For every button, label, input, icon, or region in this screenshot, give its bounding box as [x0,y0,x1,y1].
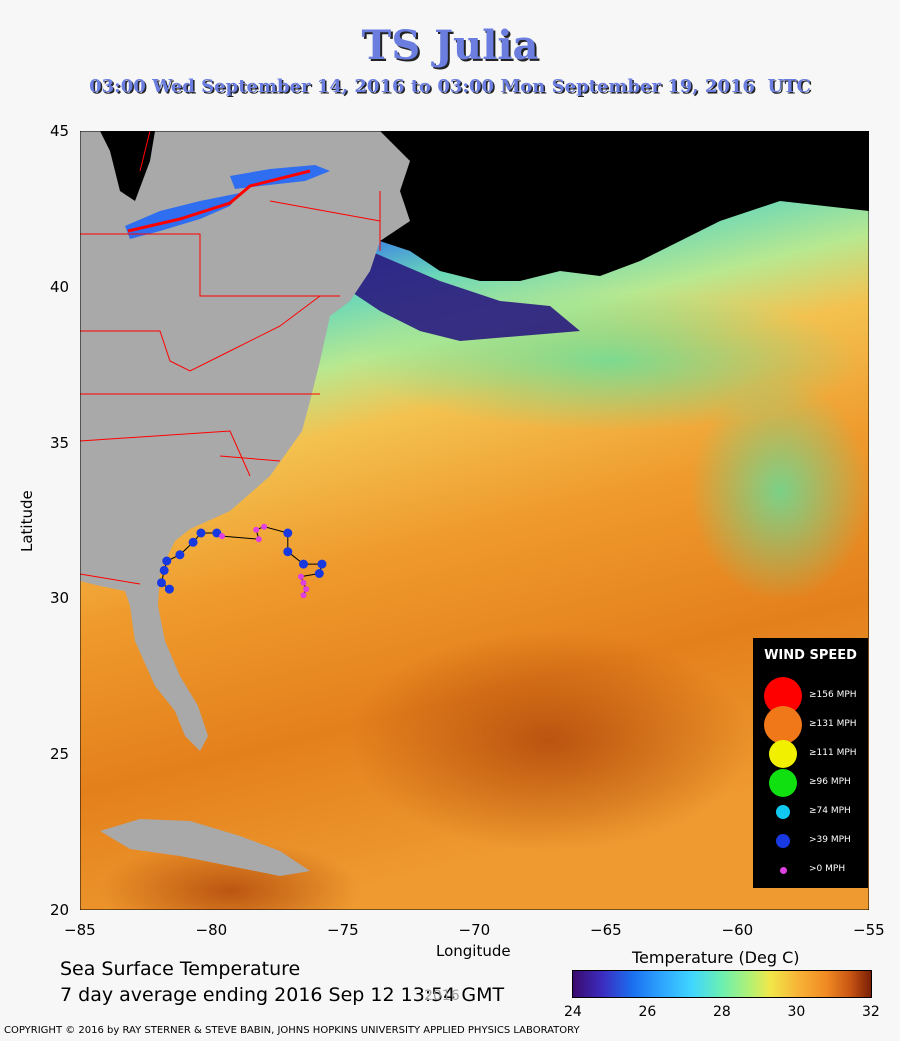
x-tick-label: −70 [458,921,491,939]
y-axis-label: Latitude [18,490,36,552]
x-tick-label: −85 [64,921,96,939]
x-tick-label: −60 [721,921,754,939]
legend-label: ≥131 MPH [809,719,857,729]
legend-label: ≥96 MPH [809,777,851,787]
track-point [212,528,222,538]
legend-label: >0 MPH [809,864,846,874]
track-point [300,579,307,586]
y-tick-label: 40 [50,277,70,296]
colorbar-tick-label: 32 [862,1004,880,1020]
warm-pool [100,841,360,910]
legend-swatch [776,834,790,848]
track-point [300,592,307,599]
sst-map [80,131,869,910]
legend-label: ≥156 MPH [809,690,857,700]
legend-label: ≥74 MPH [809,806,851,816]
legend-swatch [764,706,802,744]
colorbar-title: Temperature (Deg C) [632,948,800,967]
lake-ontario [125,193,240,239]
cold-water-region [380,131,869,281]
caption-line-2: 7 day average ending 2016 Sep 12 13:54 G… [60,984,505,1006]
legend-item: ≥156 MPH [753,677,868,715]
x-axis-label: Longitude [436,942,511,960]
track-point [303,586,310,593]
x-tick-label: −75 [327,921,359,939]
legend-item: >39 MPH [753,826,868,856]
track-point [175,550,185,560]
land-cuba [100,819,310,876]
warm-pool [350,631,750,851]
colorbar-tick-label: 30 [787,1004,806,1020]
legend-label: ≥111 MPH [809,748,857,758]
y-tick-label: 25 [50,745,70,764]
track-point [159,565,169,575]
storm-track-points [157,523,327,599]
lake-huron-edge [100,131,155,201]
legend-item: ≥111 MPH [753,739,868,769]
date-range-subtitle: 03:00 Wed September 14, 2016 to 03:00 Mo… [89,76,811,97]
colorbar-tick-label: 28 [713,1004,731,1020]
y-tick-label: 45 [50,122,70,140]
legend-item: ≥74 MPH [753,797,868,827]
legend-label: >39 MPH [809,835,851,845]
y-tick-label: 20 [50,901,70,919]
track-point [188,537,198,547]
legend-swatch [776,805,790,819]
track-point [283,528,293,538]
temperature-colorbar [572,970,872,998]
caption-line-1: Sea Surface Temperature [60,958,301,980]
track-point [283,547,293,557]
watermark-year: 2016 [424,988,460,1004]
legend-item: ≥96 MPH [753,768,868,798]
track-point [261,523,268,530]
y-tick-label: 30 [50,589,70,608]
legend-title: WIND SPEED [764,648,857,663]
colorbar-tick-label: 26 [638,1004,657,1020]
y-tick-label: 35 [50,433,70,452]
copyright-notice: COPYRIGHT © 2016 by RAY STERNER & STEVE … [4,1025,580,1036]
track-point [255,536,262,543]
x-tick-label: −80 [195,921,228,939]
track-point [219,533,225,540]
track-point [253,526,260,533]
track-point [317,559,327,569]
track-point [157,578,166,588]
state-borders [80,131,381,585]
colorbar-tick-label: 24 [564,1004,582,1020]
legend-swatch [769,769,797,797]
legend-item: >0 MPH [753,855,868,885]
legend-swatch [769,740,797,768]
x-tick-label: −55 [853,921,885,939]
land-north-america [80,131,410,751]
track-point [299,559,308,569]
x-tick-label: −65 [590,921,622,939]
track-point [314,569,324,578]
cold-water-region [350,251,580,341]
cool-eddy [690,381,869,601]
legend-swatch [779,866,787,874]
map-title: TS Julia [361,22,539,69]
wind-speed-legend: WIND SPEED ≥156 MPH ≥131 MPH ≥111 MPH ≥96 M… [753,638,868,888]
track-point [162,556,172,566]
legend-item: ≥131 MPH [753,706,868,744]
track-point [297,573,304,580]
track-point [164,584,174,594]
track-point [196,528,206,538]
lake-boundary-line [127,169,311,233]
